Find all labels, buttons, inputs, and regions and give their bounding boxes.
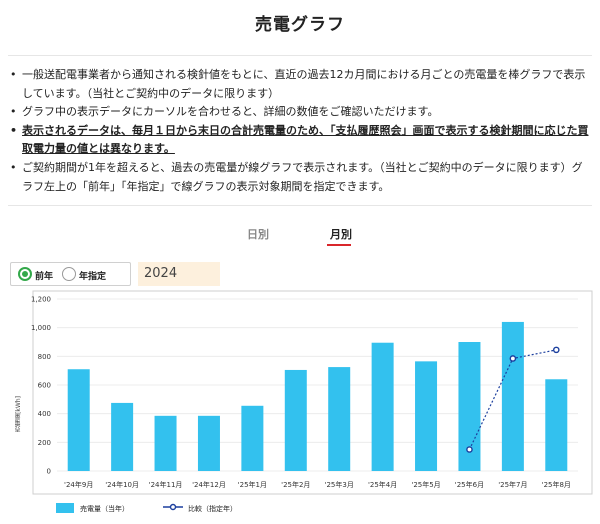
y-tick-label: 200 — [38, 439, 51, 447]
legend-line-swatch — [163, 503, 183, 511]
x-tick-label: '24年12月 — [192, 480, 226, 489]
bar — [545, 379, 568, 471]
y-tick-label: 1,000 — [31, 324, 51, 332]
x-tick-label: '25年6月 — [455, 480, 484, 489]
notes-list: 一般送配電事業者から通知される検針値をもとに、直近の過去12カ月間における月ごと… — [8, 66, 592, 196]
specify-year-label[interactable]: 年指定 — [79, 272, 107, 282]
x-tick-label: '24年11月 — [149, 480, 183, 489]
bar — [154, 415, 177, 471]
note-item: ご契約期間が1年を超えると、過去の売電量が線グラフで表示されます。（当社とご契約… — [8, 159, 592, 196]
x-tick-label: '25年7月 — [498, 480, 527, 489]
note-item: 一般送配電事業者から通知される検針値をもとに、直近の過去12カ月間における月ごと… — [8, 66, 592, 103]
bar — [284, 369, 307, 471]
y-tick-label: 800 — [38, 353, 51, 361]
y-tick-label: 400 — [38, 410, 51, 418]
note-item-emphasis: 表示されるデータは、毎月１日から末日の合計売電量のため、「支払履歴照会」画面で表… — [8, 122, 592, 159]
x-tick-label: '25年3月 — [325, 480, 354, 489]
prev-year-label[interactable]: 前年 — [35, 272, 54, 282]
bar — [501, 321, 524, 471]
legend-line-label: 比較（指定年） — [188, 505, 237, 513]
comparison-point — [552, 346, 560, 354]
bar — [197, 415, 220, 471]
x-tick-label: '24年10月 — [105, 480, 139, 489]
legend-bar-label: 売電量（当年） — [80, 505, 129, 513]
title-divider — [8, 55, 592, 56]
x-tick-label: '25年4月 — [368, 480, 397, 489]
prev-year-radio[interactable] — [18, 267, 32, 281]
y-tick-label: 0 — [47, 468, 51, 476]
bar — [328, 367, 351, 471]
comparison-point — [509, 355, 517, 362]
year-input[interactable]: 2024 — [138, 262, 220, 286]
x-tick-label: '25年5月 — [411, 480, 440, 489]
x-tick-label: '25年1月 — [238, 480, 267, 489]
x-tick-label: '25年2月 — [281, 480, 310, 489]
x-tick-label: '24年9月 — [64, 480, 93, 489]
page-title: 売電グラフ — [255, 15, 345, 35]
y-tick-label: 1,200 — [31, 296, 51, 304]
bar — [67, 369, 90, 471]
bar — [371, 342, 394, 471]
bar — [111, 402, 134, 471]
bar — [241, 405, 264, 471]
specify-year-radio[interactable] — [62, 267, 76, 281]
active-tab-indicator — [327, 244, 351, 246]
tab-daily[interactable]: 日別 — [247, 228, 269, 241]
period-radio-group: 前年 年指定 — [10, 262, 131, 286]
chart-frame — [32, 290, 593, 495]
comparison-point — [466, 446, 473, 453]
tab-monthly[interactable]: 月別 — [330, 228, 352, 241]
sales-bar-chart: 0 200 400 600 800 1,000 1,200 '24年9月 '24年10月 '24年… — [31, 290, 593, 495]
notes-divider — [8, 205, 592, 206]
note-item: グラフ中の表示データにカーソルを合わせると、詳細の数値をご確認いただけます。 — [8, 103, 592, 122]
legend-bar-swatch — [56, 503, 74, 513]
y-tick-label: 600 — [38, 382, 51, 390]
x-tick-label: '25年8月 — [542, 480, 571, 489]
bar — [415, 361, 438, 471]
